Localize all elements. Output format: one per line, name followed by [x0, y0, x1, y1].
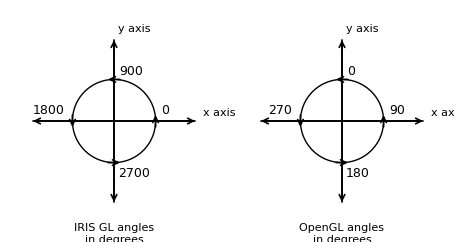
Text: 0: 0: [347, 65, 354, 78]
Text: 2700: 2700: [118, 166, 150, 180]
Text: OpenGL angles
in degrees: OpenGL angles in degrees: [299, 223, 384, 242]
Text: x axis: x axis: [430, 108, 455, 118]
Text: 1800: 1800: [32, 104, 64, 117]
Text: 180: 180: [345, 166, 369, 180]
Text: 0: 0: [161, 104, 168, 117]
Text: 900: 900: [119, 65, 143, 78]
Text: IRIS GL angles
in degrees: IRIS GL angles in degrees: [74, 223, 154, 242]
Text: 90: 90: [388, 104, 404, 117]
Text: 270: 270: [268, 104, 292, 117]
Text: y axis: y axis: [118, 24, 150, 34]
Text: x axis: x axis: [203, 108, 235, 118]
Text: y axis: y axis: [345, 24, 378, 34]
